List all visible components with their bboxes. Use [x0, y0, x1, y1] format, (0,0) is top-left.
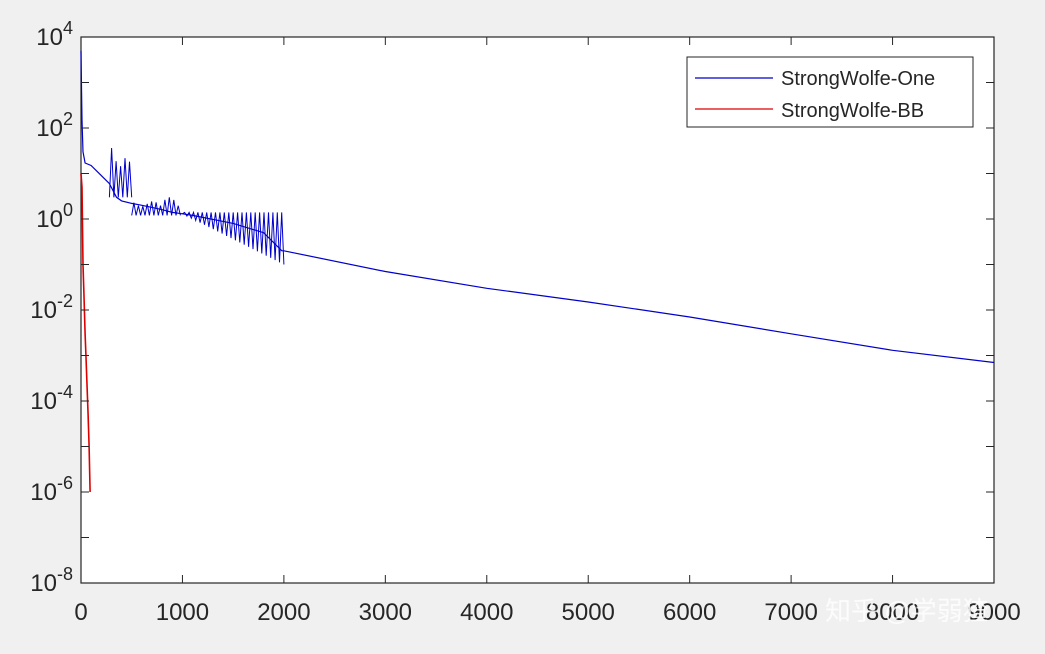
y-tick-label: 10-2 [30, 291, 73, 324]
x-tick-label: 7000 [764, 599, 817, 626]
y-axis: 104 102 100 10-2 10-4 10-6 10-8 [30, 18, 994, 597]
y-tick-label: 10-6 [30, 473, 73, 506]
legend-box [686, 56, 974, 128]
x-axis: 0 1000 2000 3000 4000 5000 6000 7000 8000 9000 [74, 37, 1021, 626]
series-line-strongwolfe-bb [80, 173, 91, 493]
series-band-strongwolfe-one [131, 197, 181, 216]
x-tick-label: 2000 [257, 599, 310, 626]
x-tick-label: 9000 [967, 599, 1020, 626]
y-tick-label: 102 [36, 109, 73, 142]
x-tick-label: 4000 [460, 599, 513, 626]
x-tick-label: 6000 [663, 599, 716, 626]
y-tick-label: 100 [36, 200, 73, 233]
y-tick-label: 10-8 [30, 564, 73, 597]
x-tick-label: 5000 [562, 599, 615, 626]
x-tick-label: 8000 [866, 599, 919, 626]
legend-label-strongwolfe-bb: StrongWolfe-BB [781, 100, 924, 122]
y-tick-label: 104 [36, 18, 73, 51]
x-tick-label: 3000 [359, 599, 412, 626]
watermark: 知乎 @学弱猹 [825, 596, 989, 626]
series-band-group [108, 147, 285, 265]
legend: StrongWolfe-One StrongWolfe-BB [686, 56, 974, 128]
legend-label-strongwolfe-one: StrongWolfe-One [781, 68, 935, 90]
plot-area [80, 36, 995, 584]
y-tick-label: 10-4 [30, 382, 73, 415]
series-band-strongwolfe-one [182, 210, 285, 265]
x-tick-label: 0 [74, 599, 87, 626]
series-line-strongwolfe-one [80, 50, 995, 364]
x-tick-label: 1000 [156, 599, 209, 626]
series-band-strongwolfe-one [108, 147, 133, 198]
